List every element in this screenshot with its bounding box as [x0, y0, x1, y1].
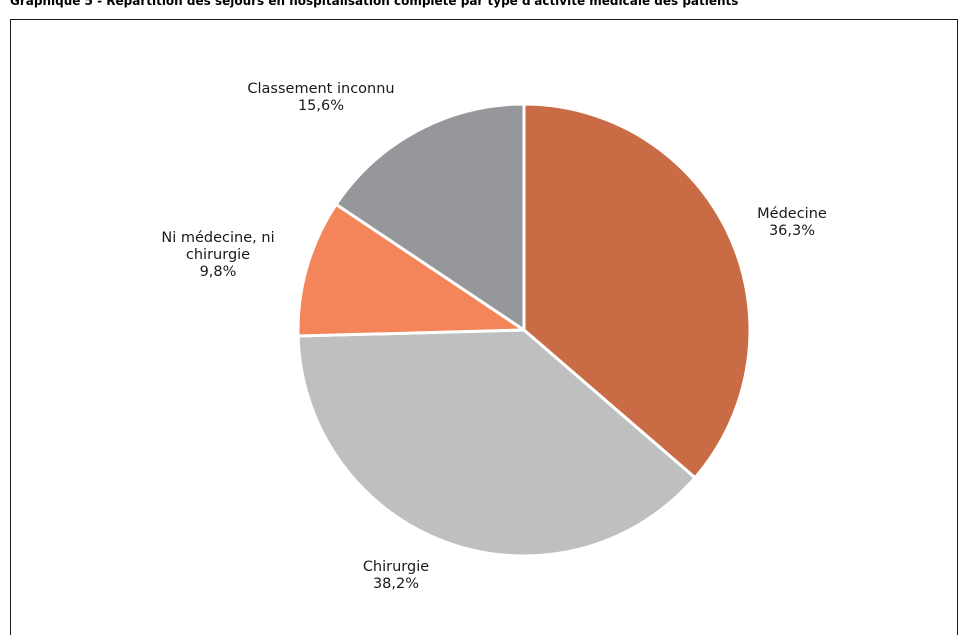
slice-category-label: Chirurgie — [363, 559, 429, 575]
pie-slice-médecine — [522, 102, 752, 480]
pie-slice-classement-inconnu — [334, 102, 526, 332]
chart-frame — [10, 19, 958, 635]
slice-category-label: Ni médecine, ni — [161, 230, 274, 246]
pie-labels: Médecine 36,3% Chirurgie 38,2% Ni médecine, … — [161, 81, 827, 592]
pie-slice-ni-médecine-ni-chirurgie — [296, 202, 526, 338]
chart-title: Graphique 5 - Répartition des séjours en… — [10, 0, 739, 8]
slice-value-label: 36,3% — [769, 223, 815, 239]
slice-category-label: Médecine — [757, 206, 827, 222]
slice-category-label: chirurgie — [186, 247, 250, 263]
slice-label-2: Ni médecine, ni chirurgie 9,8% — [161, 230, 274, 280]
pie-slices — [296, 102, 752, 558]
slice-category-label: Classement inconnu — [247, 81, 394, 97]
slice-value-label: 15,6% — [298, 98, 344, 114]
slice-label-0: Médecine 36,3% — [757, 206, 827, 239]
slice-label-3: Classement inconnu 15,6% — [247, 81, 394, 114]
pie-slice-chirurgie — [296, 328, 697, 558]
slice-value-label: 9,8% — [200, 264, 237, 280]
slice-label-1: Chirurgie 38,2% — [363, 559, 429, 592]
slice-value-label: 38,2% — [373, 576, 419, 592]
